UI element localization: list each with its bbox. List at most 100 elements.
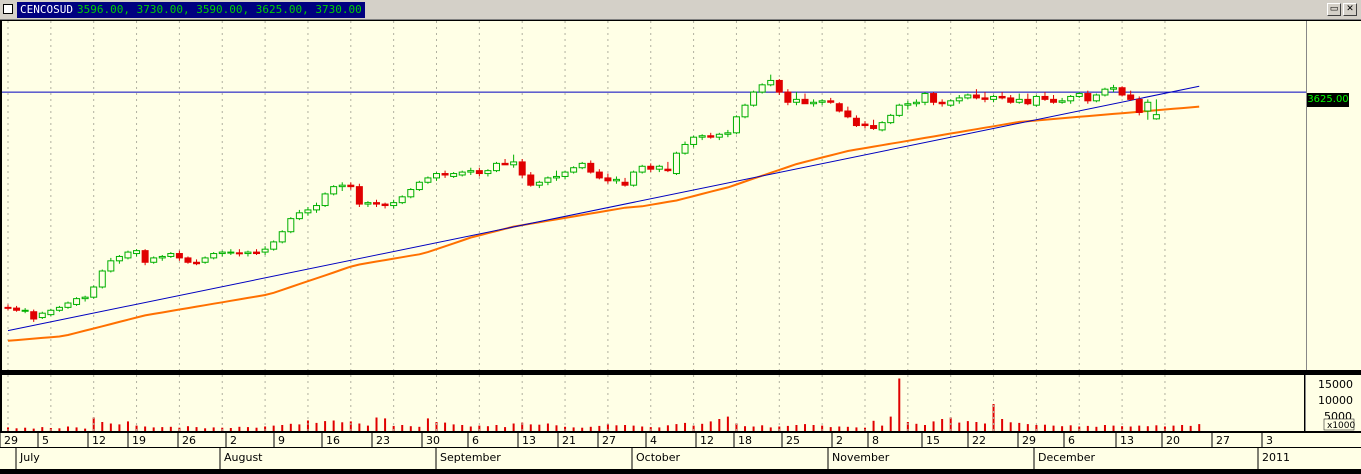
restore-button[interactable]: ▭ [1327, 3, 1341, 16]
day-label: 29 [4, 434, 18, 447]
month-label: November [832, 451, 890, 464]
day-label: 2 [230, 434, 237, 447]
day-label: 6 [1068, 434, 1075, 447]
volume-bar [1138, 425, 1141, 431]
candle-body [55, 306, 63, 311]
candle-body [433, 173, 440, 179]
candle-body [964, 94, 972, 99]
volume-bar [1009, 422, 1012, 431]
day-label: 3 [1266, 434, 1273, 447]
candle-body [552, 175, 560, 179]
day-label: 16 [326, 434, 340, 447]
volume-bar [1001, 419, 1004, 431]
day-label: 6 [472, 434, 479, 447]
candle-body [647, 165, 655, 170]
volume-bar [1026, 424, 1029, 431]
volume-bar [101, 422, 104, 431]
candle-body [638, 165, 646, 173]
candle-body [818, 100, 826, 103]
volume-tick-15000: 15000 [1318, 378, 1353, 391]
volume-chart-panel[interactable] [2, 375, 1304, 431]
day-label: 25 [786, 434, 800, 447]
candle-body [784, 91, 792, 103]
candle-body [955, 97, 963, 102]
candle-body [1152, 114, 1160, 120]
candle-body [998, 95, 1006, 99]
volume-bar [923, 425, 926, 431]
month-label: July [19, 451, 40, 464]
candle-body [655, 165, 663, 170]
volume-bar [246, 427, 249, 431]
volume-bar [889, 416, 892, 431]
quote-values: 3596.00, 3730.00, 3590.00, 3625.00, 3730… [76, 3, 362, 16]
volume-chart[interactable] [2, 375, 1304, 431]
volume-bar [24, 427, 27, 431]
candle-body [775, 79, 783, 93]
month-axis[interactable]: July August September October November Decemb… [0, 447, 1361, 470]
candle-body [852, 117, 860, 127]
candle-body [1041, 95, 1049, 100]
volume-bar [598, 425, 601, 431]
candle-body [792, 98, 800, 103]
volume-bar [238, 426, 241, 431]
day-label: 29 [1022, 434, 1036, 447]
volume-bar [495, 425, 498, 431]
candle-body [81, 296, 89, 300]
volume-bar [701, 423, 704, 431]
candle-body [1015, 98, 1023, 103]
candle-body [167, 253, 175, 257]
volume-bar [855, 427, 858, 431]
volume-bar [1172, 425, 1175, 431]
candle-body [330, 186, 338, 195]
candle-body [270, 241, 278, 250]
day-label: 26 [182, 434, 196, 447]
volume-bar [366, 425, 369, 431]
candle-body [741, 104, 749, 118]
price-axis[interactable] [1306, 21, 1361, 370]
candle-body [732, 116, 740, 134]
close-button[interactable]: ✕ [1343, 3, 1357, 16]
window-icon[interactable] [3, 4, 13, 14]
current-price-label: 3625.00 [1307, 93, 1349, 107]
volume-bar [752, 426, 755, 431]
day-axis[interactable]: 29 5 12 19 26 2 9 16 23 30 6 13 21 27 4 12 18 25 2 8 15 22 29 6… [0, 432, 1361, 448]
candle-body [981, 97, 989, 100]
window-titlebar[interactable]: CENCOSUD 3596.00, 3730.00, 3590.00, 3625.… [0, 0, 1361, 20]
candle-body [278, 231, 286, 243]
candle-body [98, 270, 106, 288]
volume-bar [1069, 425, 1072, 431]
volume-bar [718, 419, 721, 431]
candle-body [90, 286, 98, 298]
candle-body [835, 103, 843, 112]
candle-body [1110, 87, 1118, 90]
candle-body [253, 251, 261, 255]
candle-body [595, 171, 603, 179]
month-label: December [1038, 451, 1096, 464]
candle-body [355, 186, 363, 205]
price-chart-panel[interactable] [2, 21, 1306, 370]
price-chart[interactable] [2, 21, 1306, 370]
month-label: October [636, 451, 680, 464]
volume-bar [426, 418, 429, 431]
candle-body [492, 162, 500, 172]
candle-body [261, 248, 269, 253]
volume-bar [906, 422, 909, 431]
candle-body [218, 251, 226, 255]
candle-body [295, 212, 303, 220]
volume-bar [1112, 425, 1115, 431]
candle-body [441, 173, 449, 176]
panel-divider[interactable] [0, 370, 1361, 375]
volume-axis[interactable]: 15000 10000 5000 x1000 [1305, 375, 1361, 431]
volume-bar [435, 422, 438, 431]
candle-body [630, 171, 638, 186]
volume-bar [392, 425, 395, 431]
volume-bar [255, 427, 258, 431]
volume-bar [666, 425, 669, 431]
candle-body [347, 184, 355, 188]
candle-body [707, 135, 715, 138]
volume-bar [66, 426, 69, 431]
candle-body [1127, 94, 1135, 100]
candle-body [1144, 101, 1152, 112]
volume-bar [341, 422, 344, 431]
candle-body [107, 260, 115, 272]
